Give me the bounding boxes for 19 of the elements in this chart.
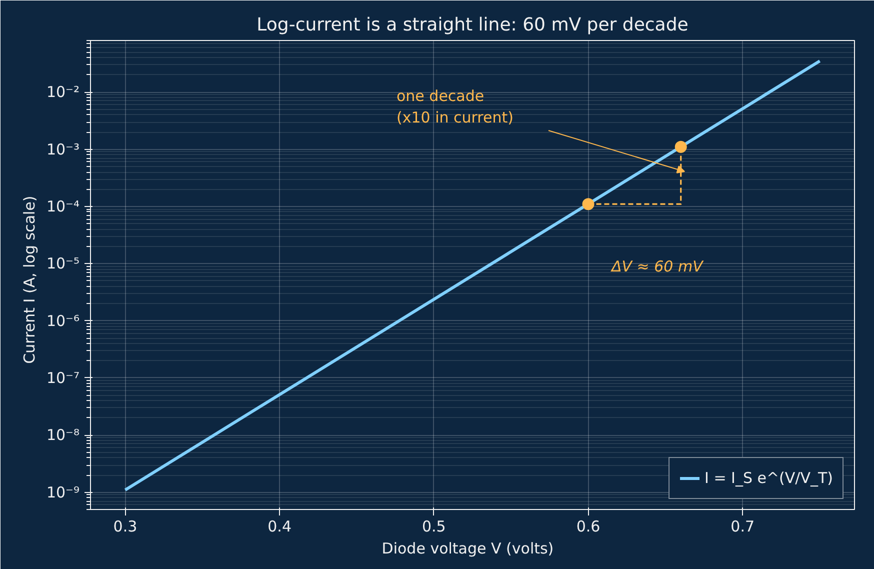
y-tick-label: 10⁻⁶ <box>46 312 80 330</box>
x-axis-title: Diode voltage V (volts) <box>382 540 554 558</box>
y-axis-title: Current I (A, log scale) <box>20 196 38 364</box>
x-tick-label: 0.5 <box>422 518 446 536</box>
x-tick-label: 0.6 <box>576 518 600 536</box>
y-tick-label: 10⁻⁵ <box>46 254 80 273</box>
legend-label: I = I_S e^(V/V_T) <box>704 469 833 487</box>
y-tick-label: 10⁻³ <box>46 140 80 158</box>
y-tick-label: 10⁻⁸ <box>46 426 80 444</box>
x-tick-label: 0.4 <box>268 518 292 536</box>
annotation: one decade (x10 in current) <box>396 86 514 126</box>
y-tick-label: 10⁻⁷ <box>46 368 80 387</box>
x-tick-label: 0.3 <box>113 518 138 536</box>
y-tick-label: 10⁻⁴ <box>46 197 80 216</box>
y-tick-label: 10⁻² <box>46 83 80 102</box>
chart-title: Log-current is a straight line: 60 mV per decade <box>256 14 688 36</box>
annotation: ΔV ≈ 60 mV <box>610 258 705 276</box>
y-tick-label: 10⁻⁹ <box>46 483 80 502</box>
x-tick-label: 0.7 <box>730 518 755 536</box>
